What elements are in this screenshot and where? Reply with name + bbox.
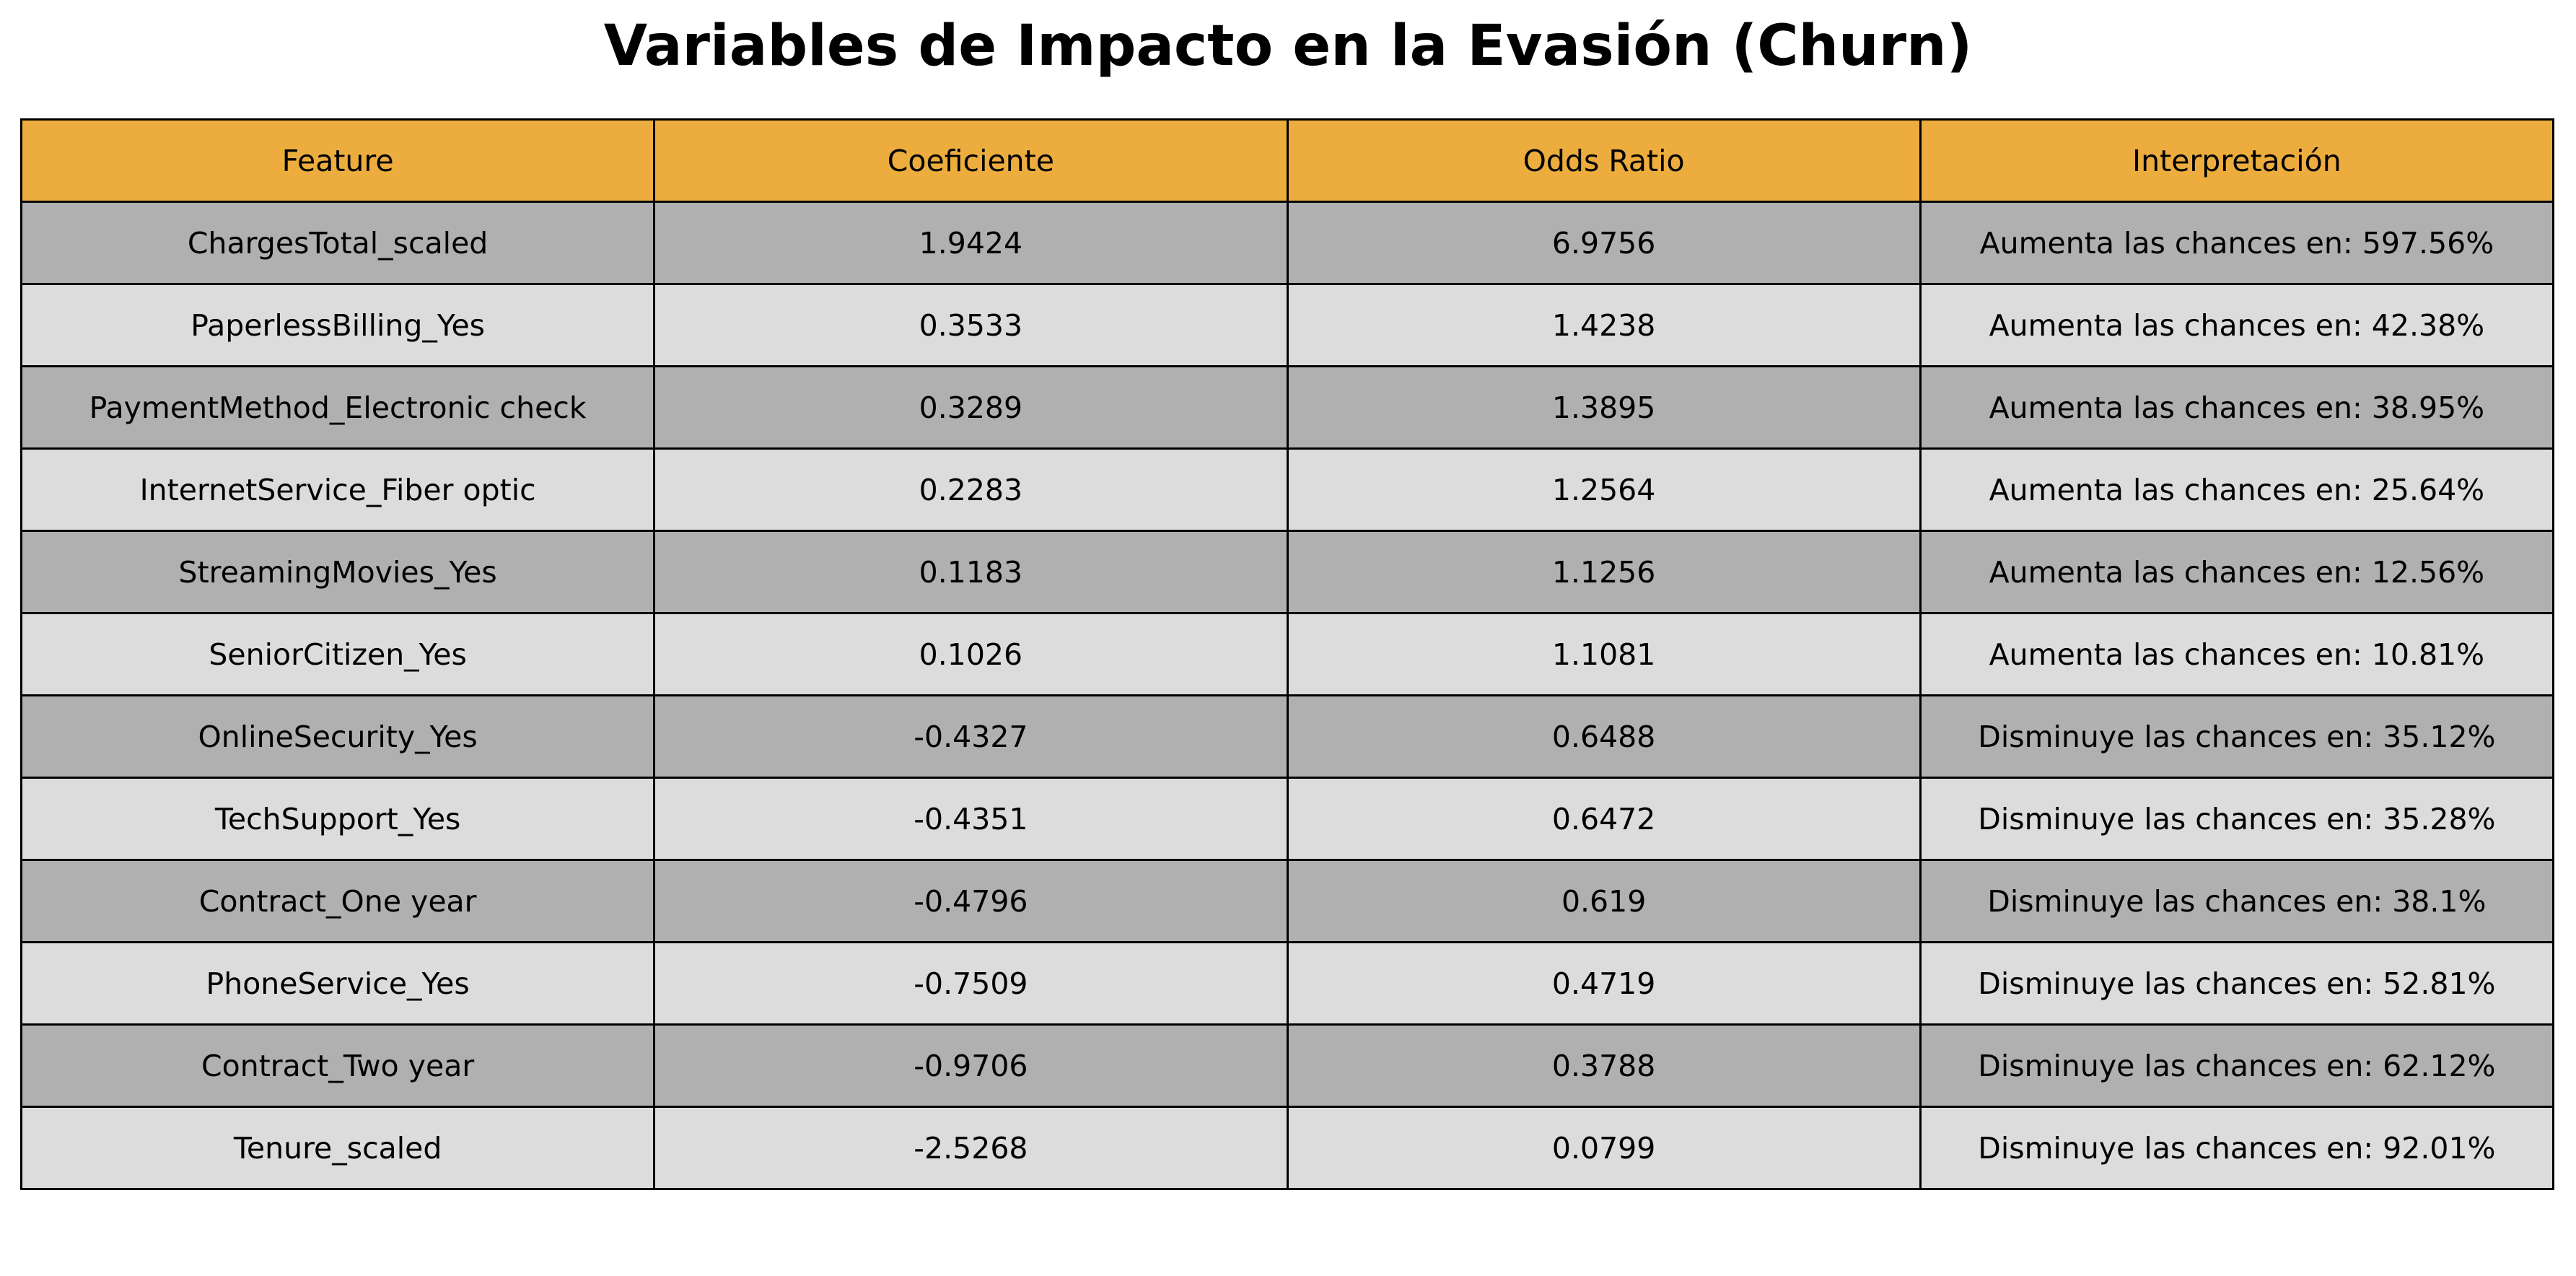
table-header-row: Feature Coeficiente Odds Ratio Interpret… [19,118,2555,203]
cell-interpretacion: Aumenta las chances en: 25.64% [1919,447,2555,532]
cell-odds-ratio: 1.1256 [1286,530,1922,614]
cell-odds-ratio: 0.3788 [1286,1023,1922,1108]
cell-coeficiente: -0.7509 [653,941,1289,1026]
chart-title: Variables de Impacto en la Evasión (Chur… [603,14,1973,79]
cell-coeficiente: -0.4351 [653,777,1289,861]
cell-feature: Contract_Two year [19,1023,656,1108]
cell-odds-ratio: 0.6472 [1286,777,1922,861]
cell-coeficiente: -0.4327 [653,694,1289,779]
header-odds-ratio: Odds Ratio [1286,118,1922,203]
table-row: PhoneService_Yes -0.7509 0.4719 Disminuye l… [19,941,2555,1026]
cell-feature: Tenure_scaled [19,1106,656,1190]
cell-coeficiente: 0.2283 [653,447,1289,532]
cell-coeficiente: -2.5268 [653,1106,1289,1190]
cell-interpretacion: Aumenta las chances en: 597.56% [1919,201,2555,285]
table-row: Contract_Two year -0.9706 0.3788 Disminuye … [19,1023,2555,1108]
cell-interpretacion: Aumenta las chances en: 38.95% [1919,365,2555,450]
coefficients-table: Feature Coeficiente Odds Ratio Interpret… [19,118,2555,1190]
cell-odds-ratio: 1.2564 [1286,447,1922,532]
cell-odds-ratio: 0.0799 [1286,1106,1922,1190]
cell-interpretacion: Aumenta las chances en: 42.38% [1919,283,2555,367]
cell-feature: ChargesTotal_scaled [19,201,656,285]
table-row: Tenure_scaled -2.5268 0.0799 Disminuye las … [19,1106,2555,1190]
cell-feature: StreamingMovies_Yes [19,530,656,614]
cell-odds-ratio: 0.619 [1286,859,1922,943]
cell-odds-ratio: 0.4719 [1286,941,1922,1026]
table-row: TechSupport_Yes -0.4351 0.6472 Disminuye la… [19,777,2555,861]
table-row: ChargesTotal_scaled 1.9424 6.9756 Aumenta l… [19,201,2555,285]
cell-interpretacion: Aumenta las chances en: 12.56% [1919,530,2555,614]
cell-feature: PaymentMethod_Electronic check [19,365,656,450]
cell-coeficiente: -0.9706 [653,1023,1289,1108]
cell-feature: SeniorCitizen_Yes [19,612,656,696]
cell-feature: Contract_One year [19,859,656,943]
cell-odds-ratio: 0.6488 [1286,694,1922,779]
table-row: OnlineSecurity_Yes -0.4327 0.6488 Disminuye… [19,694,2555,779]
header-coeficiente: Coeficiente [653,118,1289,203]
cell-feature: PhoneService_Yes [19,941,656,1026]
cell-feature: TechSupport_Yes [19,777,656,861]
header-interpretacion: Interpretación [1919,118,2555,203]
table-row: PaperlessBilling_Yes 0.3533 1.4238 Aumenta … [19,283,2555,367]
cell-interpretacion: Aumenta las chances en: 10.81% [1919,612,2555,696]
cell-coeficiente: 0.3289 [653,365,1289,450]
cell-odds-ratio: 1.1081 [1286,612,1922,696]
table-body: ChargesTotal_scaled 1.9424 6.9756 Aumenta l… [19,201,2555,1190]
cell-interpretacion: Disminuye las chances en: 35.12% [1919,694,2555,779]
cell-odds-ratio: 1.4238 [1286,283,1922,367]
cell-odds-ratio: 1.3895 [1286,365,1922,450]
cell-interpretacion: Disminuye las chances en: 52.81% [1919,941,2555,1026]
cell-feature: PaperlessBilling_Yes [19,283,656,367]
cell-interpretacion: Disminuye las chances en: 35.28% [1919,777,2555,861]
table-row: SeniorCitizen_Yes 0.1026 1.1081 Aumenta las… [19,612,2555,696]
table-row: PaymentMethod_Electronic check 0.3289 1.38… [19,365,2555,450]
cell-coeficiente: 0.3533 [653,283,1289,367]
cell-odds-ratio: 6.9756 [1286,201,1922,285]
cell-feature: OnlineSecurity_Yes [19,694,656,779]
cell-feature: InternetService_Fiber optic [19,447,656,532]
cell-coeficiente: 0.1183 [653,530,1289,614]
cell-interpretacion: Disminuye las chances en: 38.1% [1919,859,2555,943]
table-row: Contract_One year -0.4796 0.619 Disminuye l… [19,859,2555,943]
table-row: InternetService_Fiber optic 0.2283 1.2564 A… [19,447,2555,532]
cell-coeficiente: -0.4796 [653,859,1289,943]
cell-coeficiente: 0.1026 [653,612,1289,696]
cell-coeficiente: 1.9424 [653,201,1289,285]
cell-interpretacion: Disminuye las chances en: 62.12% [1919,1023,2555,1108]
header-feature: Feature [19,118,656,203]
table-row: StreamingMovies_Yes 0.1183 1.1256 Aumenta l… [19,530,2555,614]
cell-interpretacion: Disminuye las chances en: 92.01% [1919,1106,2555,1190]
